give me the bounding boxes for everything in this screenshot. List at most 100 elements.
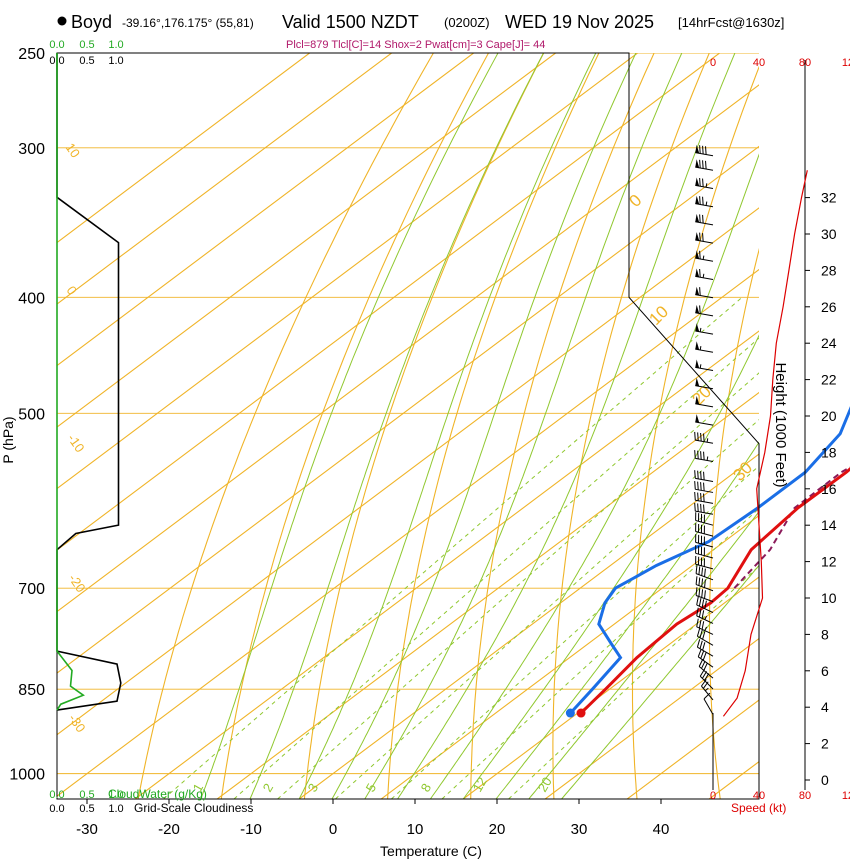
wind-barb (695, 195, 714, 208)
isotherm-line (57, 53, 392, 305)
wind-barb (695, 159, 714, 171)
wind-barb (695, 286, 714, 299)
barb-half-flag (699, 327, 702, 332)
speed-tick-bottom: 80 (799, 790, 811, 802)
moist-adiabat (462, 334, 759, 799)
x-tick-label: 10 (407, 821, 424, 838)
barb-flag (700, 471, 702, 480)
isotherm-line (57, 207, 759, 736)
height-tick-label: 6 (821, 663, 829, 679)
station-name: Boyd (71, 12, 112, 32)
x-tick-label: 40 (653, 821, 670, 838)
barb-flag (694, 491, 696, 501)
isotherm-line (57, 53, 310, 244)
cloudiness-tick-top: 1.0 (108, 55, 123, 67)
barb-flag (698, 608, 702, 618)
height-tick-label: 20 (821, 408, 837, 424)
wind-barb (703, 692, 714, 715)
moist-adiabat (249, 53, 544, 799)
barb-half-flag (705, 201, 708, 206)
surface-temperature-dot (576, 708, 586, 718)
mixing-ratio-line (335, 419, 759, 799)
barb-flag (703, 433, 705, 442)
wind-barb (695, 395, 714, 408)
barb-flag (697, 492, 699, 501)
isotherm-line (57, 84, 759, 613)
isotherm-line (57, 268, 759, 797)
barb-flag (703, 482, 705, 491)
wind-barb (695, 232, 714, 244)
barb-flag (696, 639, 701, 648)
wind-barb (695, 213, 714, 226)
barb-flag (699, 159, 701, 169)
mixing-ratio-label: 12 (470, 774, 490, 794)
barb-flag (699, 232, 701, 241)
barb-staff (695, 385, 714, 390)
barb-flag (696, 596, 699, 606)
barb-staff (695, 184, 714, 189)
speed-tick-bottom: 0 (710, 790, 716, 802)
barb-pennant (695, 213, 700, 223)
wind-barb (695, 250, 714, 262)
height-tick-label: 12 (821, 554, 837, 570)
barb-flag (702, 642, 706, 651)
barb-flag (694, 450, 696, 459)
cloudwater-tick-top: 1.0 (108, 39, 123, 51)
cloudiness-label: Grid-Scale Cloudiness (134, 801, 253, 815)
barb-flag (700, 451, 702, 460)
background-grid: 1 2 3 5 8 12 20 (57, 53, 759, 799)
station-coords: -39.16°,176.175° (55,81) (122, 16, 254, 30)
dry-adiabat (631, 65, 759, 799)
wind-barb (694, 481, 714, 493)
barb-staff (699, 675, 714, 690)
barb-flag (703, 504, 705, 513)
isotherm-line (298, 453, 759, 799)
barb-flag (698, 658, 704, 667)
isotherm-label: 0 (625, 191, 645, 211)
barb-pennant (695, 268, 700, 278)
cloud-panel: 0.00.00.00.00.50.50.50.51.01.01.01.0 (49, 39, 123, 815)
barb-flag (699, 177, 701, 187)
mixing-ratio-line (508, 565, 759, 799)
barb-flag (701, 610, 705, 619)
barb-pennant (695, 144, 700, 154)
height-tick-label: 4 (821, 699, 829, 715)
isotherm-line (380, 514, 759, 799)
barb-flag (697, 481, 699, 490)
barb-staff (701, 685, 714, 701)
dry-adiabat (470, 53, 655, 799)
mixing-ratio-label: 2 (260, 781, 277, 795)
utc-time: (0200Z) (444, 15, 490, 30)
wind-barb (695, 587, 714, 603)
wind-barb (695, 177, 714, 189)
barb-pennant (695, 341, 700, 350)
moist-adiabat (364, 53, 683, 799)
wind-barb (695, 534, 714, 548)
temperature-curve (579, 466, 850, 715)
barb-flag (699, 305, 701, 314)
barb-half-flag (704, 615, 707, 620)
wind-barb (701, 679, 714, 701)
barb-flag (703, 471, 705, 480)
moist-adiabat (200, 53, 499, 799)
speed-tick-top: 80 (799, 57, 811, 69)
barb-flag (701, 660, 706, 669)
barb-flag (704, 590, 706, 599)
isotherm-line (57, 53, 556, 428)
wind-barb (696, 639, 714, 657)
forecast-info: [14hrFcst@1630z] (678, 15, 784, 30)
barb-half-flag (704, 626, 707, 631)
dry-adiabat (552, 53, 710, 799)
speed-axis-label: Speed (kt) (731, 801, 786, 815)
barb-flag (702, 631, 706, 640)
barb-staff (695, 239, 714, 244)
isotherm-line (134, 330, 759, 799)
wind-barb (694, 470, 714, 483)
barb-pennant (695, 232, 700, 241)
height-tick-label: 2 (821, 736, 829, 752)
barb-flag (701, 578, 704, 587)
barb-half-flag (702, 273, 705, 278)
wind-barb (694, 491, 714, 504)
isotherm-line (626, 699, 759, 799)
wind-barb (694, 431, 714, 444)
